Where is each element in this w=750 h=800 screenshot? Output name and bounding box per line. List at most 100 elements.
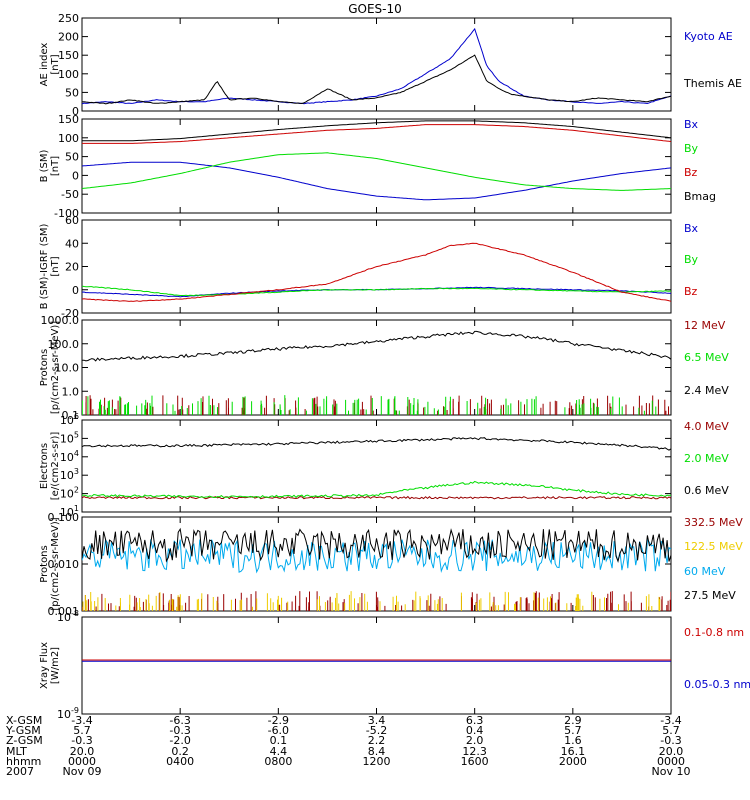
- legend-by: By: [684, 142, 699, 155]
- legend-bx: Bx: [684, 118, 699, 131]
- y-tick-label: 0.010: [48, 558, 80, 571]
- ephemeris-value: 12.3: [462, 745, 487, 758]
- ephemeris-value: 16.1: [561, 745, 586, 758]
- ephemeris-value: -0.3: [71, 734, 92, 747]
- y-tick-label: 0.100: [48, 511, 80, 524]
- series-line-themis-ae: [82, 54, 671, 105]
- ephemeris-value: 0.1: [270, 734, 288, 747]
- y-tick-label: 20: [65, 261, 79, 274]
- ephemeris-value: 0000: [68, 755, 96, 768]
- panel-bsm: -100 -50 0 50 100 150 B (SM)[nT] Bx By Bz Bmag: [39, 113, 716, 220]
- y-tick-label: -100: [54, 207, 79, 220]
- ephemeris-table: X-GSM -3.4 -6.3 -2.9 3.4 6.3 2.9 -3.4Y-GSM 5.7 -0…: [5, 714, 690, 778]
- plot-title: GOES-10: [348, 2, 402, 16]
- ephemeris-value: 0000: [657, 755, 685, 768]
- legend-bmag: Bmag: [684, 190, 716, 203]
- ephemeris-row-label: hhmm: [6, 755, 41, 768]
- ephemeris-value: 0400: [166, 755, 194, 768]
- y-axis-label: Protons[p/(cm2-s-sr-MeV)]: [39, 517, 61, 610]
- y-tick-label: 40: [65, 237, 79, 250]
- panel-frame: [81, 616, 672, 715]
- y-tick-label: 10.0: [55, 362, 80, 375]
- series-line-bx: [82, 286, 671, 298]
- legend-0-6-mev: 0.6 MeV: [684, 484, 729, 497]
- y-tick-label: 106: [60, 412, 79, 427]
- y-tick-label: 150: [58, 113, 79, 126]
- series-line-60-mev: [82, 538, 671, 574]
- ephemeris-value: 0800: [264, 755, 292, 768]
- ephemeris-value: 20.0: [659, 745, 684, 758]
- y-tick-label: 100.0: [48, 338, 80, 351]
- ephemeris-row-label: 2007: [6, 765, 34, 778]
- ephemeris-value: 4.4: [270, 745, 288, 758]
- y-tick-label: 1000.0: [41, 314, 80, 327]
- y-tick-label: 100: [58, 132, 79, 145]
- panel-frame: [81, 17, 672, 112]
- y-axis-label: Protons[p/(cm2-s-sr-MeV)]: [39, 321, 61, 414]
- ephemeris-value: 20.0: [70, 745, 95, 758]
- y-tick-label: 103: [60, 467, 79, 482]
- y-tick-label: 150: [58, 49, 79, 62]
- y-tick-label: -20: [61, 307, 79, 320]
- y-tick-label: 1.0: [62, 385, 80, 398]
- series-line-0-6-mev: [82, 437, 671, 451]
- ephemeris-value: -6.3: [169, 714, 190, 727]
- panel-bigrf: -20 0 20 40 60 B (SM)-IGRF (SM)[nT] Bx By Bz: [39, 214, 699, 320]
- ephemeris-value: 1200: [363, 755, 391, 768]
- ephemeris-value: -0.3: [169, 724, 190, 737]
- y-tick-label: 0.1: [62, 409, 80, 422]
- legend-bx: Bx: [684, 222, 699, 235]
- ephemeris-value: 1.6: [564, 734, 582, 747]
- series-spikes-6-5-mev: [82, 395, 657, 415]
- ephemeris-value: -3.4: [660, 714, 681, 727]
- legend-kyoto-ae: Kyoto AE: [684, 30, 733, 43]
- series-spikes-122-5-mev: [82, 591, 661, 611]
- ephemeris-value: -2.9: [268, 714, 289, 727]
- panel-protons_lo: 0.001 0.010 0.100Protons[p/(cm2-s-sr-MeV)]…: [39, 511, 743, 618]
- legend-2-4-mev: 2.4 MeV: [684, 384, 729, 397]
- series-line-bz: [82, 124, 671, 144]
- y-tick-label: -50: [61, 188, 79, 201]
- y-tick-label: 105: [60, 430, 79, 445]
- y-axis-label: B (SM)[nT]: [39, 149, 61, 182]
- ephemeris-value: -2.0: [169, 734, 190, 747]
- legend-0-05-0-3-nm: 0.05-0.3 nm: [684, 678, 750, 691]
- series-line-2-0-mev: [82, 480, 671, 499]
- y-tick-label: 0: [72, 169, 79, 182]
- ephemeris-row-label: X-GSM: [6, 714, 42, 727]
- ephemeris-value: 5.7: [73, 724, 91, 737]
- legend-60-mev: 60 MeV: [684, 565, 726, 578]
- ephemeris-value: 1600: [461, 755, 489, 768]
- ephemeris-value: 3.4: [368, 714, 386, 727]
- ephemeris-value: -0.3: [660, 734, 681, 747]
- y-axis-label: Xray Flux[W/m2]: [39, 642, 61, 689]
- series-line-2-4-mev: [82, 330, 671, 362]
- y-tick-label: 0: [72, 284, 79, 297]
- series-line-by: [82, 285, 671, 297]
- legend-12-mev: 12 MeV: [684, 319, 726, 332]
- ephemeris-row-label: Y-GSM: [5, 724, 41, 737]
- legend-2-0-mev: 2.0 MeV: [684, 452, 729, 465]
- y-tick-label: 200: [58, 31, 79, 44]
- legend-27-5-mev: 27.5 MeV: [684, 589, 736, 602]
- panel-electrons: 101102103104105106Electrons[e/(cm2-s-sr)…: [39, 412, 729, 519]
- ephemeris-value: Nov 09: [63, 765, 102, 778]
- legend-by: By: [684, 253, 699, 266]
- y-tick-label: 0: [72, 105, 79, 118]
- ephemeris-value: 2.2: [368, 734, 386, 747]
- series-line-kyoto-ae: [82, 27, 671, 105]
- series-line-by: [82, 152, 671, 191]
- legend-4-0-mev: 4.0 MeV: [684, 420, 729, 433]
- y-axis-label: B (SM)-IGRF (SM)[nT]: [39, 224, 61, 310]
- y-axis-label: Electrons[e/(cm2-s-sr)]: [39, 432, 61, 501]
- y-tick-label: 0.001: [48, 605, 80, 618]
- ephemeris-value: 5.7: [662, 724, 680, 737]
- y-tick-label: 50: [65, 151, 79, 164]
- ephemeris-value: 2.0: [466, 734, 484, 747]
- ephemeris-value: 2.9: [564, 714, 582, 727]
- panel-frame: [81, 118, 672, 214]
- legend-bz: Bz: [684, 166, 698, 179]
